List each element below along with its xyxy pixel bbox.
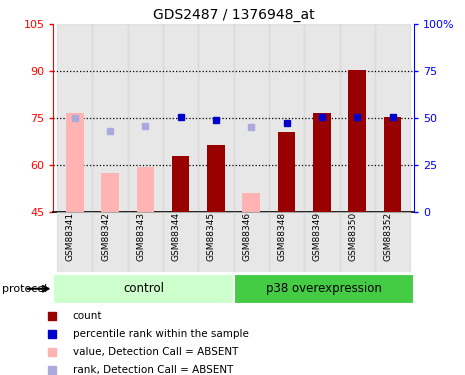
Bar (163, 212, 199, 272)
Text: GSM88345: GSM88345 (207, 212, 216, 261)
Bar (278, 132, 295, 212)
Text: p38 overexpression: p38 overexpression (266, 282, 382, 295)
Text: GSM88346: GSM88346 (242, 212, 251, 261)
Bar (233, 24, 269, 212)
Text: rank, Detection Call = ABSENT: rank, Detection Call = ABSENT (73, 365, 233, 375)
Bar (66, 113, 84, 212)
Bar (375, 212, 410, 272)
Text: GSM88342: GSM88342 (101, 212, 110, 261)
Bar (172, 156, 190, 212)
Bar (53, 274, 234, 304)
Bar (93, 24, 128, 212)
Text: value, Detection Call = ABSENT: value, Detection Call = ABSENT (73, 347, 238, 357)
Title: GDS2487 / 1376948_at: GDS2487 / 1376948_at (153, 8, 314, 22)
Bar (339, 24, 375, 212)
Bar (304, 24, 339, 212)
Text: GSM88352: GSM88352 (384, 212, 392, 261)
Bar (128, 24, 163, 212)
Bar (375, 24, 410, 212)
Bar (269, 24, 304, 212)
Bar (199, 24, 233, 212)
Bar (163, 24, 199, 212)
Bar (137, 166, 154, 212)
Bar (199, 212, 234, 272)
Bar (339, 212, 375, 272)
Bar (384, 117, 401, 212)
Text: control: control (123, 282, 164, 295)
Bar (234, 212, 269, 272)
Bar (101, 173, 119, 212)
Bar (234, 274, 414, 304)
Text: GSM88350: GSM88350 (348, 212, 357, 261)
Text: GSM88343: GSM88343 (136, 212, 146, 261)
Bar (313, 113, 331, 212)
Bar (93, 212, 128, 272)
Text: GSM88348: GSM88348 (278, 212, 286, 261)
Bar (207, 145, 225, 212)
Text: count: count (73, 311, 102, 321)
Bar (242, 193, 260, 212)
Text: GSM88344: GSM88344 (172, 212, 181, 261)
Bar (269, 212, 304, 272)
Bar (348, 70, 366, 212)
Text: GSM88349: GSM88349 (313, 212, 322, 261)
Bar (57, 24, 93, 212)
Text: percentile rank within the sample: percentile rank within the sample (73, 329, 248, 339)
Bar (304, 212, 339, 272)
Text: protocol: protocol (2, 284, 47, 294)
Bar (57, 212, 93, 272)
Text: GSM88341: GSM88341 (66, 212, 75, 261)
Bar (128, 212, 163, 272)
